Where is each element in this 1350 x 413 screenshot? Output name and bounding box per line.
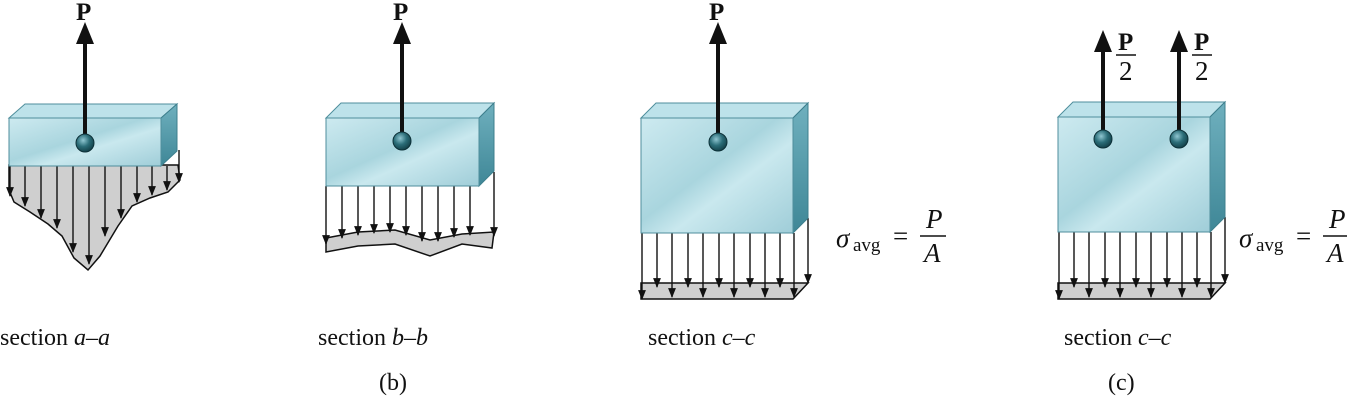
block <box>324 101 496 188</box>
svg-text:A: A <box>1325 238 1344 268</box>
panel-section-b-b: P section b–b (b) <box>318 0 498 396</box>
pin-icon <box>1169 129 1189 149</box>
arrowhead-icon <box>76 22 94 44</box>
panel-section-c-c-single: P σ avg = P A section c–c <box>638 0 946 351</box>
stress-distribution-area <box>325 229 495 257</box>
stress-arrows <box>1055 217 1229 300</box>
caption-section-c-c: section c–c <box>1064 325 1172 351</box>
stress-distribution-area <box>1057 282 1227 300</box>
svg-text:=: = <box>1296 221 1311 251</box>
stress-distribution-area <box>8 164 181 272</box>
pin-icon <box>708 132 728 152</box>
svg-text:P: P <box>1118 29 1133 56</box>
caption-section-b-b: section b–b <box>318 325 428 351</box>
stress-arrows <box>6 150 183 265</box>
half-force-label-left: P 2 <box>1116 29 1136 86</box>
panel-section-c-c-double: P 2 P 2 σ avg = P A section c–c (c) <box>1055 29 1347 396</box>
block <box>639 101 810 235</box>
half-force-label-right: P 2 <box>1192 29 1212 86</box>
subfigure-label-c: (c) <box>1108 370 1135 396</box>
stress-distribution-area <box>640 282 810 300</box>
arrowhead-icon <box>709 22 727 44</box>
arrowhead-icon <box>393 22 411 44</box>
subfigure-label-b: (b) <box>379 370 407 396</box>
svg-text:σ: σ <box>1239 223 1254 253</box>
force-label: P <box>76 0 91 26</box>
svg-text:P: P <box>925 204 943 234</box>
svg-text:avg: avg <box>853 235 881 256</box>
average-stress-formula: σ avg = P A <box>1239 204 1347 268</box>
caption-section-a-a: section a–a <box>0 325 110 351</box>
stress-arrows <box>638 218 812 300</box>
svg-text:avg: avg <box>1256 235 1284 256</box>
svg-text:=: = <box>893 221 908 251</box>
force-label: P <box>393 0 408 26</box>
caption-section-c-c: section c–c <box>648 325 756 351</box>
force-label: P <box>709 0 724 26</box>
average-stress-formula: σ avg = P A <box>836 204 946 268</box>
svg-text:2: 2 <box>1119 56 1133 86</box>
svg-text:P: P <box>1328 204 1346 234</box>
pin-icon <box>1093 129 1113 149</box>
panel-section-a-a: P section a–a <box>0 0 183 351</box>
arrowhead-icon <box>1094 30 1112 52</box>
pin-icon <box>75 133 95 153</box>
block <box>1056 100 1227 234</box>
pin-icon <box>392 131 412 151</box>
svg-text:A: A <box>922 238 941 268</box>
svg-text:P: P <box>1194 29 1209 56</box>
arrowhead-icon <box>1170 30 1188 52</box>
block <box>7 102 179 168</box>
svg-text:σ: σ <box>836 223 851 253</box>
stress-arrows <box>322 172 498 245</box>
svg-text:2: 2 <box>1195 56 1209 86</box>
